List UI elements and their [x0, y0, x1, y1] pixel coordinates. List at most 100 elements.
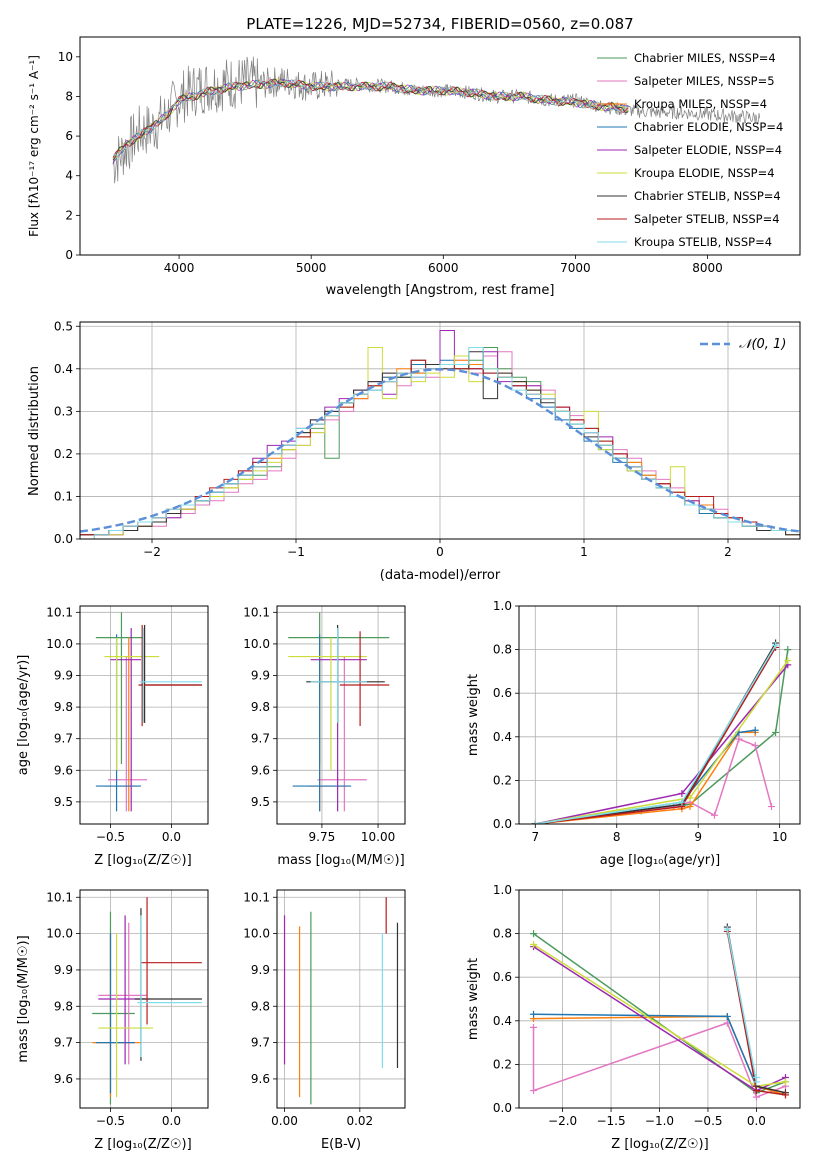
residuals-xlabel: (data-model)/error — [380, 568, 501, 583]
weight_vs_age-point-marker — [751, 742, 759, 750]
weight_vs_Z-xtick-label: −2.0 — [548, 1114, 577, 1128]
spectrum-xtick-label: 8000 — [692, 261, 723, 275]
weight-vs-age-xlabel: age [log₁₀(age/yr)] — [600, 853, 721, 868]
spectrum-ytick-label: 6 — [65, 129, 73, 143]
age_vs_mass-frame — [276, 605, 406, 825]
weight_vs_age-point-marker — [735, 735, 743, 743]
spectrum-model-line — [112, 79, 629, 162]
weight_vs_age-point-marker — [772, 728, 780, 736]
age_vs_mass-ytick-label: 10.1 — [243, 605, 270, 619]
figure-title: PLATE=1226, MJD=52734, FIBERID=0560, z=0… — [246, 15, 633, 33]
age_vs_Z-axes: −0.5 0.0 9.5 9.6 9.7 9.8 9.9 10.0 10.1 — [46, 605, 208, 844]
residuals-ytick-label: 0.1 — [54, 489, 73, 503]
weight_vs_age-xtick-label: 7 — [531, 830, 539, 844]
weight_vs_Z-point-marker — [723, 925, 731, 933]
weight_vs_Z-lines — [530, 923, 789, 1101]
residuals-gaussian-curve — [80, 368, 800, 533]
residuals-frame — [79, 321, 801, 540]
spectrum-ytick-label: 0 — [65, 248, 73, 262]
mass_vs_ebv-xtick-label: 0.02 — [346, 1114, 373, 1128]
weight_vs_age-series-line — [535, 642, 777, 824]
residuals-xtick-label: −1 — [287, 545, 305, 559]
age_vs_Z-frame — [79, 605, 209, 825]
weight_vs_Z-ytick-label: 0.8 — [493, 927, 512, 941]
mass_vs_ebv-points — [283, 897, 399, 1105]
age-vs-z-panel: Z [log₁₀(Z/Z☉)] age [log₁₀(age/yr)] — [16, 655, 192, 868]
weight-vs-age-ylabel: mass weight — [466, 674, 481, 756]
weight_vs_Z-point-marker — [781, 1091, 789, 1099]
mass_vs_ebv-frame — [276, 889, 406, 1109]
weight_vs_age-point-marker — [710, 811, 718, 819]
mass_vs_ebv-ytick-label: 9.9 — [251, 963, 270, 977]
age-vs-z-ylabel: age [log₁₀(age/yr)] — [16, 655, 31, 776]
spectrum-model-line — [112, 78, 629, 161]
weight_vs_Z-point-marker — [530, 1023, 538, 1031]
residuals-histograms — [80, 330, 800, 539]
age_vs_mass-axes: 9.75 10.00 9.5 9.6 9.7 9.8 9.9 10.0 10.1 — [243, 605, 405, 844]
spectrum-legend-label: Salpeter STELIB, NSSP=4 — [634, 212, 780, 226]
age_vs_mass-ytick-label: 9.9 — [251, 669, 270, 683]
spectrum-legend-label: Kroupa MILES, NSSP=4 — [634, 97, 767, 111]
spectrum-xtick-label: 6000 — [428, 261, 459, 275]
weight_vs_age-point-marker — [772, 641, 780, 649]
age_vs_mass-xtick-label: 9.75 — [309, 830, 336, 844]
spectrum-legend-label: Kroupa ELODIE, NSSP=4 — [634, 166, 775, 180]
mass_vs_Z-ytick-label: 10.0 — [46, 927, 73, 941]
mass_vs_Z-ytick-label: 9.9 — [54, 963, 73, 977]
spectrum-model-line — [112, 79, 629, 157]
weight_vs_age-xtick-label: 9 — [694, 830, 702, 844]
weight_vs_age-lines — [531, 639, 792, 824]
mass_vs_ebv-ytick-label: 9.8 — [251, 999, 270, 1013]
age_vs_Z-ytick-label: 9.7 — [54, 732, 73, 746]
spectrum-legend-label: Salpeter MILES, NSSP=5 — [634, 74, 775, 88]
weight_vs_age-ytick-label: 1.0 — [493, 599, 512, 613]
age_vs_mass-ytick-label: 9.6 — [251, 763, 270, 777]
weight_vs_age-point-marker — [678, 798, 686, 806]
weight_vs_age-frame — [518, 605, 801, 825]
residuals-ylabel: Normed distribution — [27, 366, 42, 496]
spectrum-xlabel: wavelength [Angstrom, rest frame] — [326, 283, 555, 298]
weight_vs_Z-point-marker — [530, 1010, 538, 1018]
spectrum-xtick-label: 4000 — [164, 261, 195, 275]
mass_vs_Z-ytick-label: 9.8 — [54, 999, 73, 1013]
age_vs_Z-ytick-label: 10.1 — [46, 605, 73, 619]
weight_vs_age-series-line — [535, 660, 789, 824]
spectrum-ytick-label: 4 — [65, 169, 73, 183]
age_vs_Z-xtick-label: 0.0 — [162, 830, 181, 844]
spectrum-model-line — [112, 78, 629, 161]
weight_vs_age-point-marker — [531, 820, 539, 824]
age_vs_Z-ytick-label: 9.9 — [54, 669, 73, 683]
age_vs_mass-xtick-label: 10.00 — [361, 830, 395, 844]
age-vs-mass-xlabel: mass [log₁₀(M/M☉)] — [277, 853, 404, 868]
residuals-ytick-label: 0.3 — [54, 404, 73, 418]
residuals-xtick-label: 1 — [580, 545, 588, 559]
mass_vs_ebv-ytick-label: 9.6 — [251, 1072, 270, 1086]
weight_vs_Z-ytick-label: 0.2 — [493, 1057, 512, 1071]
mass_vs_Z-ytick-label: 10.1 — [46, 890, 73, 904]
mass_vs_Z-xtick-label: 0.0 — [162, 1114, 181, 1128]
mass_vs_Z-ytick-label: 9.7 — [54, 1036, 73, 1050]
weight_vs_Z-ytick-label: 0.4 — [493, 1014, 512, 1028]
age_vs_mass-points — [288, 612, 390, 812]
weight_vs_Z-point-marker — [530, 930, 538, 938]
spectrum-ytick-label: 8 — [65, 89, 73, 103]
spectrum-model-line — [112, 78, 629, 164]
spectrum-xtick-label: 5000 — [296, 261, 327, 275]
weight_vs_Z-ytick-label: 0.6 — [493, 970, 512, 984]
age_vs_Z-ytick-label: 9.8 — [54, 700, 73, 714]
spectrum-frame — [79, 36, 801, 256]
residuals-legend-label: 𝒩(0, 1) — [739, 337, 786, 352]
weight_vs_age-point-marker — [767, 803, 775, 811]
mass_vs_Z-ytick-label: 9.6 — [54, 1072, 73, 1086]
age_vs_mass-ytick-label: 10.0 — [243, 637, 270, 651]
weight-vs-z-ylabel: mass weight — [466, 958, 481, 1040]
age_vs_Z-ytick-label: 9.5 — [54, 795, 73, 809]
weight_vs_age-series-line — [535, 644, 777, 824]
spectrum-model-line — [112, 79, 629, 158]
spectrum-axes: 4000 5000 6000 7000 8000 0 2 4 6 8 10 — [58, 50, 723, 275]
weight_vs_Z-frame — [518, 889, 801, 1109]
weight_vs_age-point-marker — [686, 803, 694, 811]
weight_vs_age-ytick-label: 0.8 — [493, 643, 512, 657]
weight_vs_age-xtick-label: 8 — [613, 830, 621, 844]
weight_vs_Z-xtick-label: 0.0 — [747, 1114, 766, 1128]
